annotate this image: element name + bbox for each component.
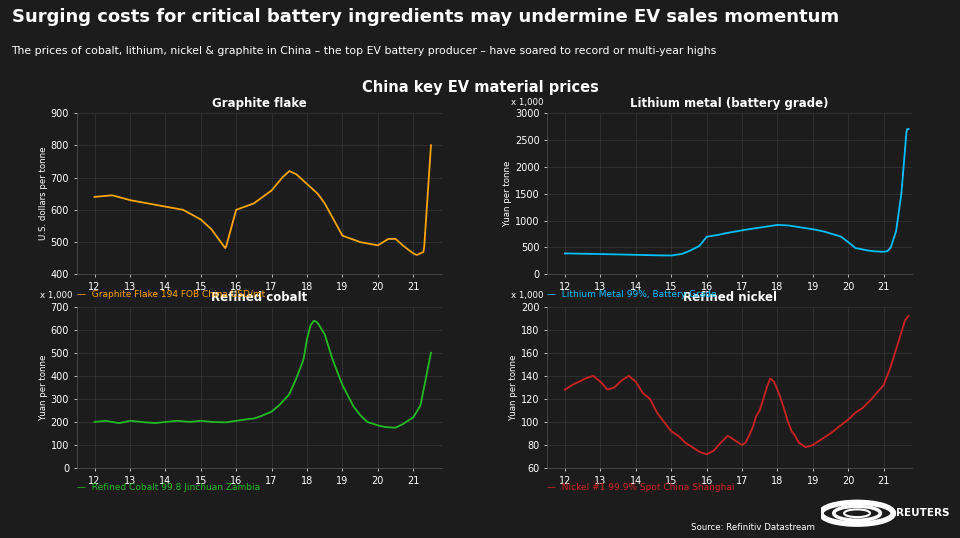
Text: —  Lithium Metal 99%, Battery Grade: — Lithium Metal 99%, Battery Grade — [547, 289, 717, 299]
Title: Graphite flake: Graphite flake — [212, 97, 306, 110]
Text: The prices of cobalt, lithium, nickel & graphite in China – the top EV battery p: The prices of cobalt, lithium, nickel & … — [12, 46, 717, 56]
Y-axis label: Yuan per tonne: Yuan per tonne — [510, 355, 518, 420]
Text: —  Nickel #1 99.9% Spot China Shanghai: — Nickel #1 99.9% Spot China Shanghai — [547, 483, 734, 492]
Title: Refined cobalt: Refined cobalt — [211, 291, 307, 304]
Title: Lithium metal (battery grade): Lithium metal (battery grade) — [631, 97, 828, 110]
Text: REUTERS: REUTERS — [896, 508, 949, 518]
Text: x 1,000: x 1,000 — [511, 291, 543, 300]
Text: China key EV material prices: China key EV material prices — [362, 80, 598, 95]
Y-axis label: Yuan per tonne: Yuan per tonne — [503, 161, 512, 226]
Y-axis label: U.S. dollars per tonne: U.S. dollars per tonne — [39, 147, 48, 240]
Text: —  Refined Cobalt 99.8 Jinchuan Zambia: — Refined Cobalt 99.8 Jinchuan Zambia — [77, 483, 260, 492]
Text: x 1,000: x 1,000 — [511, 97, 543, 107]
Title: Refined nickel: Refined nickel — [683, 291, 777, 304]
Y-axis label: Yuan per tonne: Yuan per tonne — [39, 355, 48, 420]
Text: —  Graphite Flake 194 FOB China USD/mt: — Graphite Flake 194 FOB China USD/mt — [77, 289, 265, 299]
Text: Source: Refinitiv Datastream: Source: Refinitiv Datastream — [691, 522, 815, 532]
Text: x 1,000: x 1,000 — [40, 291, 73, 300]
Text: Surging costs for critical battery ingredients may undermine EV sales momentum: Surging costs for critical battery ingre… — [12, 8, 839, 26]
